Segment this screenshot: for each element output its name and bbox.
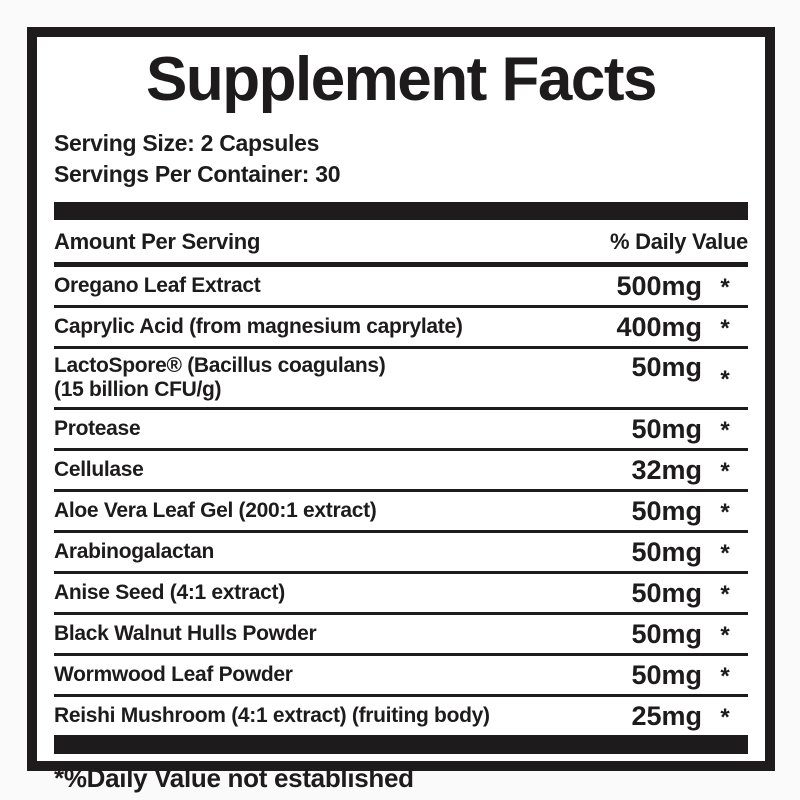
daily-value-footnote: *%Daily Value not established [54,763,414,794]
ingredient-name: LactoSpore® (Bacillus coagulans) (15 bil… [54,354,386,402]
daily-value-asterisk: * [720,499,730,527]
supplement-facts-panel: Supplement Facts Serving Size: 2 Capsule… [27,27,775,793]
servings-per-container: Servings Per Container: 30 [54,161,341,188]
ingredient-name: Wormwood Leaf Powder [54,663,293,687]
ingredient-name: Black Walnut Hulls Powder [54,622,317,646]
ingredient-name: Aloe Vera Leaf Gel (200:1 extract) [54,499,377,523]
daily-value-asterisk: * [720,704,730,732]
table-row: Anise Seed (4:1 extract) 50mg * [54,574,748,616]
daily-value-asterisk: * [720,274,730,302]
ingredient-amount: 400mg [616,312,702,343]
ingredient-amount: 50mg [631,414,702,445]
daily-value-asterisk: * [720,622,730,650]
table-row: Wormwood Leaf Powder 50mg * [54,656,748,698]
ingredient-name: Protease [54,417,141,441]
ingredient-amount: 50mg [631,537,702,568]
daily-value-asterisk: * [720,417,730,445]
ingredient-name: Reishi Mushroom (4:1 extract) (fruiting … [54,704,490,728]
table-row: Aloe Vera Leaf Gel (200:1 extract) 50mg … [54,492,748,534]
ingredient-amount: 32mg [631,455,702,486]
ingredient-rows: Oregano Leaf Extract 500mg * Caprylic Ac… [54,267,748,739]
header-amount-per-serving: Amount Per Serving [54,229,261,255]
table-row: Reishi Mushroom (4:1 extract) (fruiting … [54,697,748,739]
ingredient-amount: 25mg [631,701,702,732]
separator-bar-top [54,202,748,221]
ingredient-name: Oregano Leaf Extract [54,274,261,298]
ingredient-amount: 50mg [631,578,702,609]
ingredient-amount: 50mg [631,352,702,383]
ingredient-name: Cellulase [54,458,144,482]
ingredient-name: Arabinogalactan [54,540,215,564]
serving-info: Serving Size: 2 Capsules Servings Per Co… [54,128,748,190]
panel-content: Supplement Facts Serving Size: 2 Capsule… [37,47,765,794]
ingredient-name: Caprylic Acid (from magnesium caprylate) [54,315,463,339]
table-row: Cellulase 32mg * [54,451,748,493]
daily-value-asterisk: * [720,458,730,486]
table-row: Oregano Leaf Extract 500mg * [54,267,748,309]
ingredient-amount: 50mg [631,496,702,527]
ingredient-name: Anise Seed (4:1 extract) [54,581,285,605]
daily-value-asterisk: * [720,540,730,568]
header-daily-value: % Daily Value [610,229,748,255]
table-row: Caprylic Acid (from magnesium caprylate)… [54,308,748,350]
table-row: Black Walnut Hulls Powder 50mg * [54,615,748,657]
daily-value-asterisk: * [720,366,730,394]
panel-title: Supplement Facts [146,45,658,114]
daily-value-asterisk: * [720,663,730,691]
table-header: Amount Per Serving % Daily Value [54,220,748,268]
daily-value-asterisk: * [720,581,730,609]
ingredient-amount: 50mg [631,619,702,650]
table-row: Arabinogalactan 50mg * [54,533,748,575]
daily-value-asterisk: * [720,315,730,343]
table-row: Protease 50mg * [54,410,748,452]
ingredient-amount: 500mg [616,271,702,302]
serving-size: Serving Size: 2 Capsules [54,130,320,157]
table-row: LactoSpore® (Bacillus coagulans) (15 bil… [54,349,748,411]
ingredient-amount: 50mg [631,660,702,691]
separator-bar-bottom [54,738,748,755]
